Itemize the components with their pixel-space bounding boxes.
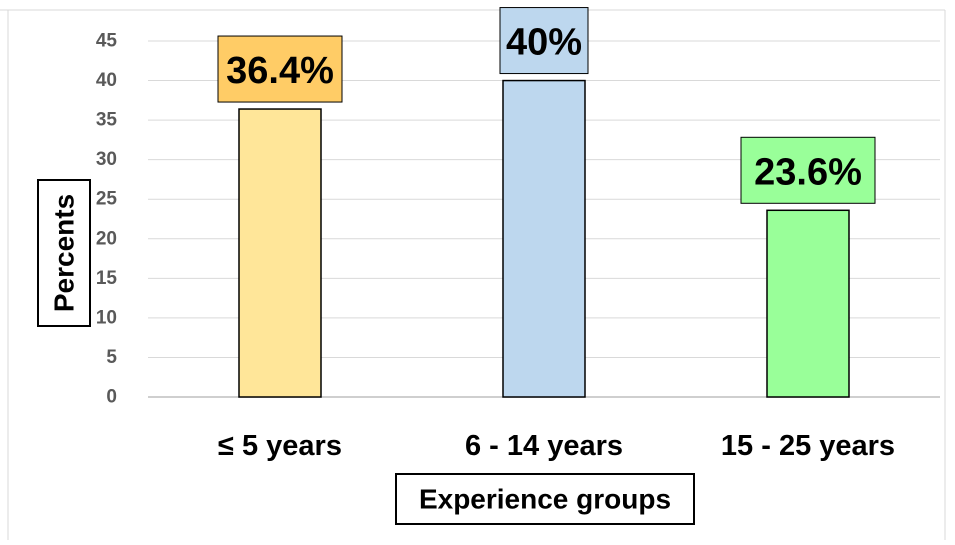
data-label: 36.4% — [226, 50, 334, 92]
x-axis-categories: ≤ 5 years 6 - 14 years 15 - 25 years — [218, 430, 895, 462]
data-labels: 36.4% 40% 23.6% — [217, 7, 876, 204]
y-tick-label: 15 — [96, 268, 118, 289]
y-tick-label: 30 — [96, 149, 117, 170]
bar — [238, 108, 322, 398]
bars — [238, 79, 850, 398]
data-label-box — [499, 7, 589, 75]
x-axis-title: Experience groups — [419, 484, 671, 515]
y-tick-label: 20 — [96, 228, 117, 249]
data-label-box — [740, 136, 876, 204]
x-category-label: 6 - 14 years — [465, 430, 623, 462]
bar — [766, 209, 850, 398]
y-axis-title: Percents — [49, 194, 80, 312]
y-tick-label: 40 — [96, 70, 117, 91]
y-tick-label: 45 — [96, 31, 118, 52]
x-axis-title-box — [395, 473, 695, 525]
x-axis-title-group: Experience groups — [395, 473, 695, 525]
y-tick-label: 5 — [106, 347, 117, 368]
data-label: 40% — [506, 22, 582, 64]
y-tick-label: 35 — [96, 110, 118, 131]
bar — [502, 79, 586, 398]
data-label: 23.6% — [754, 151, 862, 193]
y-tick-label: 25 — [96, 189, 118, 210]
y-axis-title-group: Percents — [37, 179, 91, 327]
data-label-box — [217, 35, 343, 103]
x-category-label: ≤ 5 years — [218, 430, 342, 462]
y-axis-title-box — [37, 179, 91, 327]
y-tick-label: 10 — [96, 307, 117, 328]
y-axis-ticks: 0 5 10 15 20 25 30 35 40 45 — [96, 31, 118, 408]
x-category-label: 15 - 25 years — [721, 430, 895, 462]
y-tick-label: 0 — [106, 387, 117, 408]
